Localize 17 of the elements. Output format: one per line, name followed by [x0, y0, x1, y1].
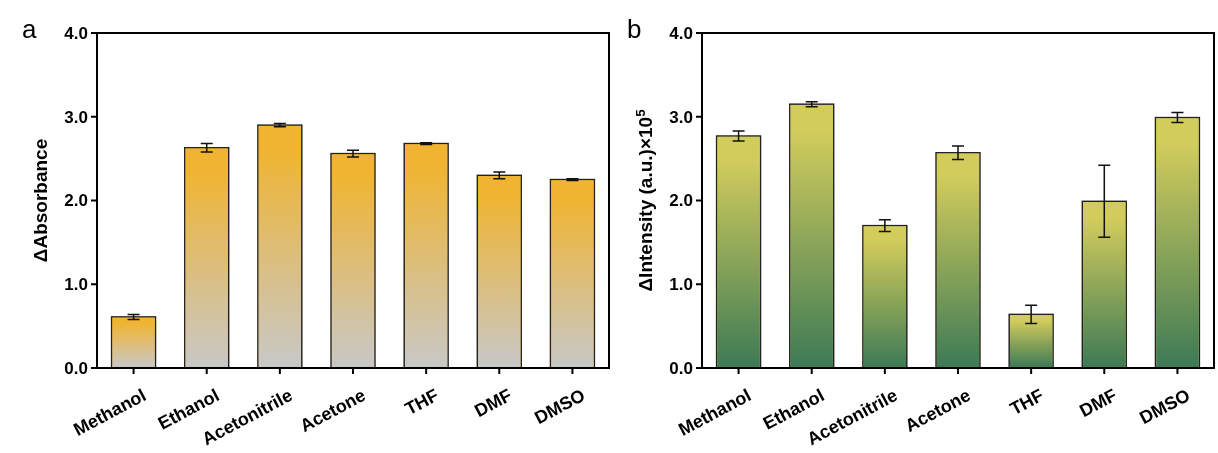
y-tick-label: 2.0: [64, 191, 88, 211]
y-tick-label: 4.0: [64, 23, 88, 43]
y-tick-label: 3.0: [64, 107, 88, 127]
x-tick-label: DMF: [471, 385, 516, 421]
y-tick-label: 2.0: [669, 191, 693, 211]
y-tick-label: 3.0: [669, 107, 693, 127]
y-tick-label: 1.0: [64, 275, 88, 295]
y-tick-label: 1.0: [669, 275, 693, 295]
x-tick-label: DMF: [1076, 385, 1121, 421]
x-tick-label: THF: [1006, 385, 1047, 420]
y-tick-label: 0.0: [669, 358, 693, 378]
chart-title: a: [22, 14, 37, 44]
y-axis-title: ΔAbsorbance: [30, 138, 51, 263]
y-tick-label: 0.0: [64, 358, 88, 378]
x-tick-label: THF: [401, 385, 442, 420]
chart-title: b: [627, 14, 642, 44]
y-tick-label: 4.0: [669, 23, 693, 43]
